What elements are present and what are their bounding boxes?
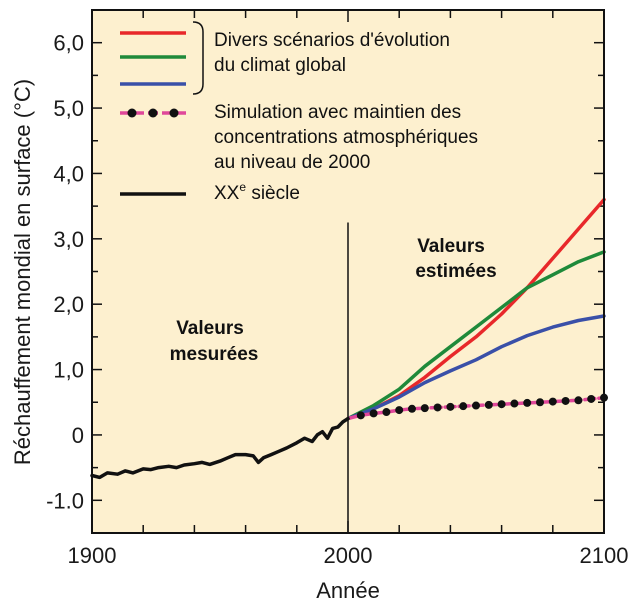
y-tick-label: 1,0 bbox=[53, 358, 84, 383]
legend-century-sup: e bbox=[239, 180, 246, 194]
series-line-2 bbox=[346, 314, 606, 421]
x-tick-label: 2000 bbox=[324, 543, 373, 568]
x-tick-label: 2100 bbox=[580, 543, 629, 568]
legend-constant-line3: au niveau de 2000 bbox=[214, 152, 370, 173]
series-marker bbox=[587, 394, 596, 403]
legend-bracket bbox=[192, 21, 204, 95]
series-marker bbox=[446, 402, 455, 411]
plot-frame bbox=[91, 9, 605, 534]
legend-century: XXe siècle bbox=[214, 180, 300, 204]
y-tick-label: -1.0 bbox=[46, 488, 84, 513]
series-marker bbox=[408, 404, 416, 413]
legend-scenarios-line2: du climat global bbox=[214, 55, 346, 76]
series-marker bbox=[395, 406, 404, 415]
series-marker bbox=[420, 404, 429, 413]
legend-century-main: XX bbox=[214, 183, 240, 204]
measured-label-line1: Valeurs bbox=[176, 318, 244, 339]
y-axis-title: Réchauffement mondial en surface (°C) bbox=[10, 79, 35, 465]
series-marker bbox=[356, 411, 365, 420]
legend-marker-2 bbox=[148, 108, 158, 118]
series-marker bbox=[523, 398, 532, 407]
series-marker bbox=[484, 400, 493, 409]
x-tick-label: 1900 bbox=[68, 543, 117, 568]
x-axis-title: Année bbox=[316, 578, 380, 603]
legend-marker-3 bbox=[169, 108, 179, 118]
y-tick-label: 4,0 bbox=[53, 161, 84, 186]
series-marker bbox=[369, 409, 378, 418]
series-line-1 bbox=[346, 250, 606, 421]
legend-constant-line2: concentrations atmosphériques bbox=[214, 127, 478, 148]
series-marker bbox=[561, 396, 570, 405]
estimated-label-line1: Valeurs bbox=[417, 236, 485, 257]
series-line-4 bbox=[90, 416, 350, 480]
measured-label-line2: mesurées bbox=[170, 344, 259, 365]
series-marker bbox=[497, 400, 506, 409]
legend: Divers scénarios d'évolution du climat g… bbox=[120, 21, 478, 204]
legend-scenarios-line1: Divers scénarios d'évolution bbox=[214, 30, 450, 51]
series-marker bbox=[510, 399, 519, 408]
legend-constant-line1: Simulation avec maintien des bbox=[214, 102, 461, 123]
series-marker bbox=[574, 396, 583, 405]
y-tick-label: 5,0 bbox=[53, 96, 84, 121]
series-marker bbox=[472, 401, 480, 410]
y-tick-label: 0 bbox=[72, 423, 84, 448]
estimated-label-line2: estimées bbox=[415, 261, 496, 282]
y-tick-label: 6,0 bbox=[53, 31, 84, 56]
series-layer bbox=[90, 197, 608, 480]
legend-century-suffix: siècle bbox=[246, 183, 300, 204]
y-tick-label: 2,0 bbox=[53, 292, 84, 317]
tick-labels: -1.0 0 1,0 2,0 3,0 4,0 5,0 6,0 1900 2000 2100 bbox=[46, 31, 628, 568]
series-marker bbox=[548, 397, 557, 406]
series-marker bbox=[382, 408, 391, 417]
legend-marker-1 bbox=[127, 108, 137, 118]
y-tick-label: 3,0 bbox=[53, 227, 84, 252]
series-marker bbox=[433, 403, 442, 412]
series-marker bbox=[536, 398, 544, 407]
series-marker bbox=[459, 402, 468, 411]
